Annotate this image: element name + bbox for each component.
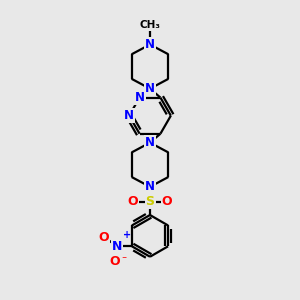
Text: N: N [145,82,155,95]
Text: N: N [145,136,155,149]
Text: S: S [146,195,154,208]
Text: N: N [112,240,122,253]
Text: CH₃: CH₃ [140,20,160,30]
Text: +: + [123,230,131,241]
Text: N: N [145,38,155,51]
Text: O: O [128,195,138,208]
Text: N: N [145,180,155,193]
Text: O: O [162,195,172,208]
Text: O: O [110,254,120,268]
Text: O: O [98,231,109,244]
Text: N: N [124,109,134,122]
Text: ⁻: ⁻ [122,256,127,266]
Text: N: N [135,91,145,104]
